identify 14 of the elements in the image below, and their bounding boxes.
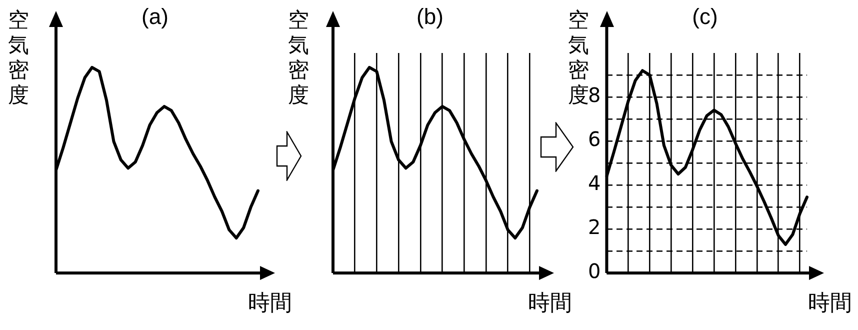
y-tick-label: 0: [588, 259, 601, 284]
y-tick-label: 2: [588, 215, 601, 240]
x-axis-title: 時間: [808, 290, 852, 318]
y-tick-label: 6: [588, 127, 601, 152]
y-axis-title: 空気密度: [8, 8, 30, 108]
x-axis-title: 時間: [248, 290, 292, 318]
chart-title: (b): [416, 4, 444, 30]
y-tick-label: 8: [588, 83, 601, 108]
y-axis-title: 空気密度: [568, 8, 589, 108]
x-axis-title: 時間: [528, 290, 572, 318]
chart-title: (c): [692, 4, 718, 30]
y-tick-label: 4: [588, 171, 601, 196]
y-axis-title: 空気密度: [288, 8, 310, 108]
chart-title: (a): [142, 4, 168, 30]
